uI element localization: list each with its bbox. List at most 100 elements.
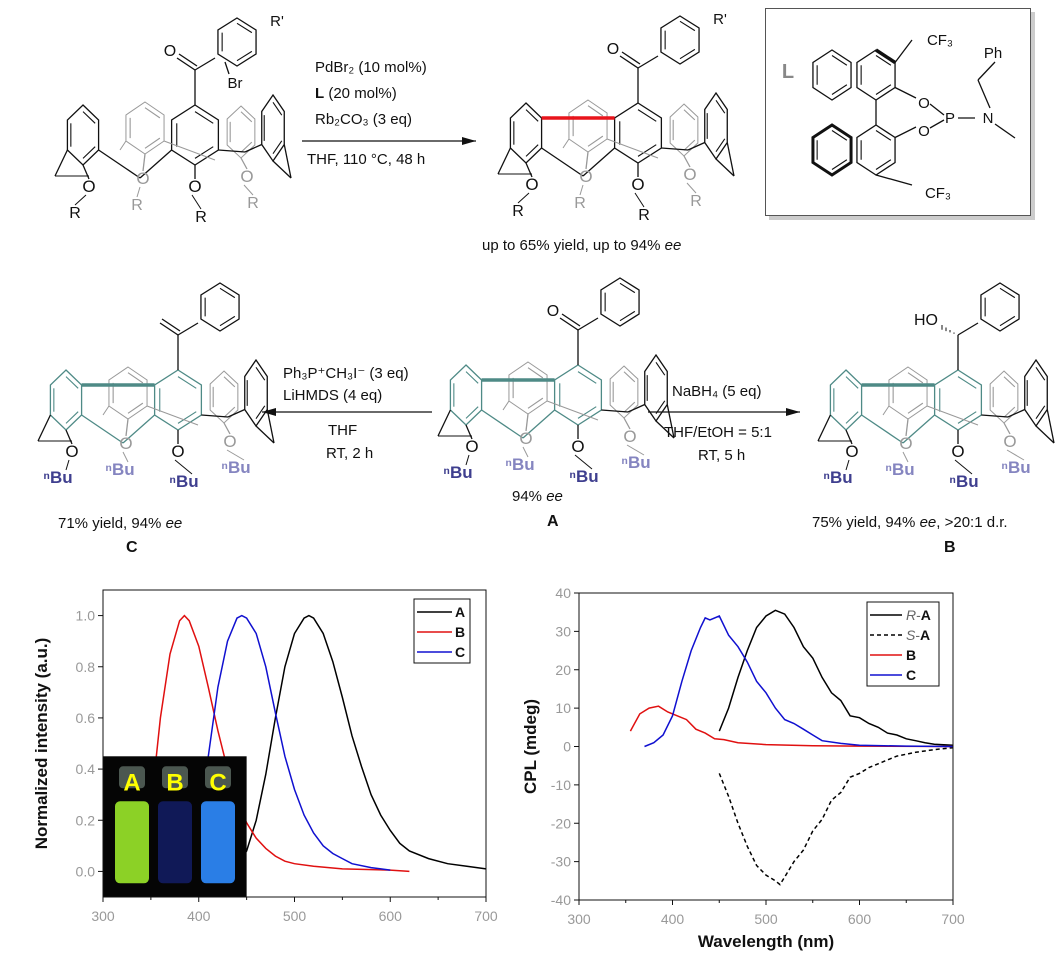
double-bond (577, 371, 597, 384)
alkyl-label: ⁿBu (43, 468, 72, 487)
compound-a-label: A (547, 513, 559, 530)
o-bond (240, 157, 248, 170)
naphthyl-ring (812, 49, 852, 101)
double-bond (619, 282, 636, 294)
alkyl-label: ⁿBu (105, 460, 134, 479)
alkyl-bond (574, 454, 593, 470)
bond (481, 409, 524, 439)
oxygen-label: O (579, 167, 592, 186)
phenyl-ring (217, 17, 257, 67)
reaction-arrow-right (648, 408, 800, 416)
bond (561, 313, 581, 327)
y-tick-label: -20 (551, 815, 571, 831)
legend-label: A (455, 604, 465, 620)
bond (637, 55, 659, 69)
double-bond (65, 376, 79, 389)
bond (977, 61, 996, 81)
double-bond (177, 411, 197, 424)
bond (139, 149, 173, 179)
series-line-C (644, 615, 954, 748)
bond (817, 414, 831, 442)
condition-wittig-reagent: Ph₃P⁺CH₃I⁻ (3 eq) (283, 365, 409, 382)
result-ee: ee (919, 514, 937, 531)
bond (875, 174, 913, 186)
bond (98, 149, 141, 179)
bond (37, 414, 51, 442)
bond (163, 140, 216, 161)
double-bond (831, 159, 848, 170)
double-bond (144, 137, 161, 149)
legend-label-prefix: R (906, 607, 916, 623)
o-bond (465, 424, 473, 440)
alkyl-label: R (69, 205, 81, 222)
bond (661, 147, 689, 151)
result-text: 71% yield, 94% (58, 515, 166, 532)
o-bond (623, 417, 631, 430)
double-bond (1003, 406, 1016, 418)
y-tick-label: 0 (563, 739, 571, 755)
bond (272, 160, 292, 179)
legend-label: C (455, 644, 465, 660)
bond (562, 138, 570, 149)
double-bond (679, 20, 696, 32)
alkyl-bond (1006, 449, 1025, 461)
bond (621, 51, 641, 65)
cf3-label: CF₃ (927, 32, 953, 49)
oxygen-label: O (918, 95, 930, 112)
reaction-arrow-left (262, 408, 432, 416)
naphthyl-ring (811, 123, 853, 177)
o-bond (905, 418, 909, 437)
double-bond (637, 109, 657, 122)
result-ee: ee (165, 515, 183, 532)
double-bond (623, 401, 636, 413)
phenyl-label: Ph (984, 45, 1002, 62)
double-bond (655, 361, 666, 376)
legend-label: S-A (906, 627, 930, 643)
vial-label: A (123, 769, 140, 796)
arrow-head (786, 408, 800, 416)
double-bond (223, 376, 236, 388)
bond (159, 322, 179, 336)
double-bond (465, 406, 479, 419)
alkyl-bond (845, 459, 850, 471)
series-line-R-A (718, 609, 954, 747)
chart-1: 300 400 500 600 700 -40 -30 -20 -10 0 10 20 30 40 CPL … (521, 585, 965, 951)
double-bond (619, 310, 636, 322)
legend-label-prefix: S (906, 627, 916, 643)
y-tick-label: -40 (551, 892, 571, 908)
ligand: L CF₃ CF₃ OOP N Ph (782, 32, 1016, 202)
alkyl-bond (522, 446, 529, 458)
bond (161, 318, 181, 332)
y-tick-label: 30 (555, 623, 571, 639)
alkyl-label: ⁿBu (221, 458, 250, 477)
o-bond (82, 164, 90, 180)
condition-base: Rb₂CO₃ (3 eq) (315, 111, 412, 128)
alkyl-label: R (512, 203, 524, 220)
double-bond (683, 139, 696, 151)
o-bond (585, 151, 589, 170)
bond (1046, 409, 1055, 444)
double-bond (957, 411, 977, 424)
bond (224, 61, 230, 75)
o-bond (1003, 422, 1011, 435)
bond (218, 149, 246, 153)
wedge-bond (875, 48, 897, 64)
condition-ligand: L (20 mol%) (315, 86, 397, 101)
double-bond (255, 366, 266, 381)
bond (119, 140, 127, 151)
legend-label-dash: - (916, 607, 921, 623)
oxygen-label: O (240, 167, 253, 186)
reaction-arrow-top (302, 137, 476, 145)
double-bond (194, 146, 214, 159)
alkyl-label: R (247, 195, 259, 212)
bromine-label: Br (228, 75, 243, 92)
o-bond (223, 422, 231, 435)
double-bond (831, 130, 848, 141)
alkyl-label: ⁿBu (885, 460, 914, 479)
legend: R-AS-ABC (866, 601, 940, 687)
compound-b-label: B (944, 539, 956, 556)
oxygen-label: O (845, 442, 858, 461)
